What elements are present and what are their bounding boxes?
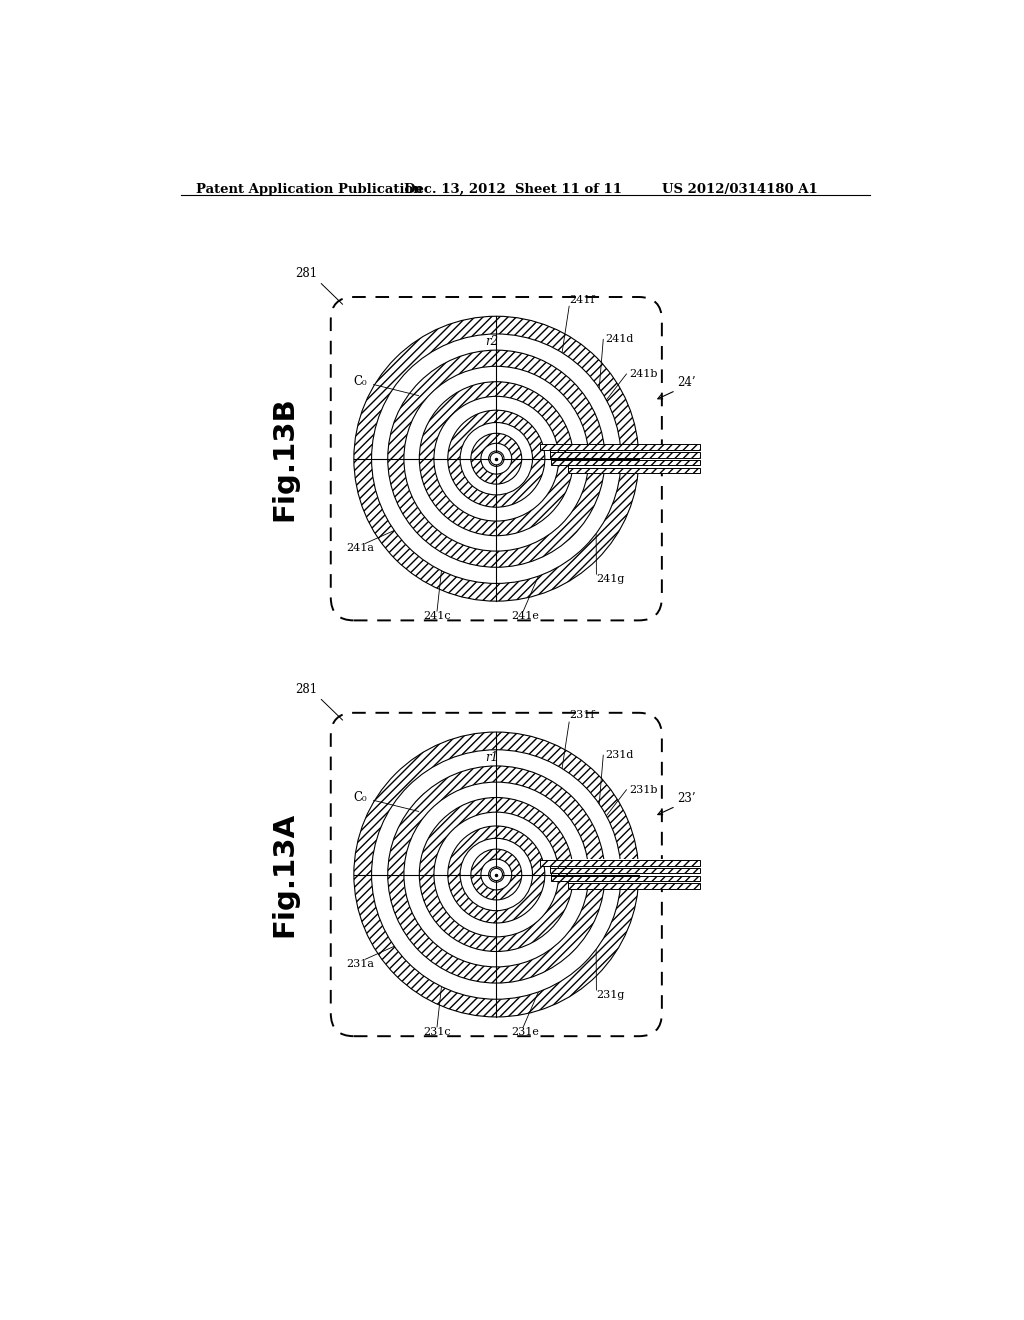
Text: Fig.13A: Fig.13A — [270, 812, 299, 937]
Text: 241b: 241b — [629, 370, 657, 379]
Text: 241c: 241c — [423, 611, 451, 622]
Ellipse shape — [460, 422, 532, 495]
Text: Dec. 13, 2012  Sheet 11 of 11: Dec. 13, 2012 Sheet 11 of 11 — [403, 183, 622, 197]
Text: C₀: C₀ — [354, 791, 368, 804]
Ellipse shape — [434, 396, 559, 521]
Ellipse shape — [403, 781, 589, 968]
Text: 231g: 231g — [596, 990, 625, 1001]
Ellipse shape — [354, 733, 639, 1016]
Text: 241e: 241e — [512, 611, 540, 622]
Bar — [567, 444, 700, 474]
Text: 231b: 231b — [629, 785, 657, 795]
Ellipse shape — [460, 838, 532, 911]
Ellipse shape — [481, 859, 512, 890]
Ellipse shape — [471, 849, 521, 900]
Ellipse shape — [447, 826, 545, 923]
Bar — [551, 459, 700, 465]
Ellipse shape — [471, 433, 521, 484]
Ellipse shape — [403, 367, 589, 552]
Circle shape — [490, 869, 503, 880]
Bar — [567, 883, 700, 888]
Text: 241a: 241a — [346, 544, 374, 553]
Bar — [551, 459, 700, 465]
Text: 231c: 231c — [423, 1027, 451, 1038]
Text: 24’: 24’ — [677, 376, 696, 389]
Ellipse shape — [481, 444, 512, 474]
Ellipse shape — [488, 451, 504, 466]
Ellipse shape — [419, 797, 573, 952]
Text: Patent Application Publication: Patent Application Publication — [196, 183, 423, 197]
Bar — [567, 467, 700, 473]
Text: 231f: 231f — [569, 710, 595, 721]
Ellipse shape — [488, 867, 504, 882]
Bar — [567, 883, 700, 888]
Bar — [540, 445, 700, 450]
Text: r2: r2 — [484, 335, 498, 348]
Text: 241g: 241g — [596, 574, 625, 585]
Bar — [550, 453, 700, 458]
Bar — [550, 453, 700, 458]
FancyBboxPatch shape — [331, 713, 662, 1036]
Ellipse shape — [354, 317, 639, 601]
Ellipse shape — [488, 451, 504, 466]
Bar — [567, 467, 700, 473]
Ellipse shape — [447, 411, 545, 507]
Ellipse shape — [372, 750, 621, 999]
Ellipse shape — [434, 812, 559, 937]
Text: 231e: 231e — [512, 1027, 540, 1038]
Ellipse shape — [419, 797, 573, 952]
Ellipse shape — [447, 411, 545, 507]
Text: 231d: 231d — [605, 750, 634, 760]
Text: 281: 281 — [295, 267, 316, 280]
Ellipse shape — [434, 812, 559, 937]
Text: C₀: C₀ — [354, 375, 368, 388]
Ellipse shape — [419, 381, 573, 536]
Ellipse shape — [481, 859, 512, 890]
Ellipse shape — [403, 367, 589, 552]
Bar — [550, 869, 700, 874]
Bar — [540, 445, 700, 450]
Ellipse shape — [372, 334, 621, 583]
Ellipse shape — [388, 766, 605, 983]
Text: r1: r1 — [484, 751, 498, 764]
Ellipse shape — [372, 334, 621, 583]
Text: 23’: 23’ — [677, 792, 696, 805]
Bar — [551, 875, 700, 880]
Ellipse shape — [460, 838, 532, 911]
Ellipse shape — [372, 750, 621, 999]
Ellipse shape — [388, 766, 605, 983]
Ellipse shape — [388, 350, 605, 568]
Text: 241d: 241d — [605, 334, 634, 345]
Ellipse shape — [434, 396, 559, 521]
Text: US 2012/0314180 A1: US 2012/0314180 A1 — [662, 183, 817, 197]
Circle shape — [490, 453, 503, 465]
Bar — [567, 859, 700, 890]
Bar — [540, 861, 700, 866]
Ellipse shape — [488, 867, 504, 882]
Ellipse shape — [481, 444, 512, 474]
Ellipse shape — [447, 826, 545, 923]
Ellipse shape — [471, 849, 521, 900]
Text: Fig.13B: Fig.13B — [270, 396, 299, 521]
Text: 281: 281 — [295, 682, 316, 696]
Text: 231a: 231a — [346, 960, 374, 969]
Bar — [551, 875, 700, 880]
Bar — [540, 861, 700, 866]
FancyBboxPatch shape — [331, 297, 662, 620]
Ellipse shape — [460, 422, 532, 495]
Text: 241f: 241f — [569, 294, 595, 305]
Ellipse shape — [471, 433, 521, 484]
Bar — [550, 869, 700, 874]
Ellipse shape — [388, 350, 605, 568]
Ellipse shape — [419, 381, 573, 536]
Ellipse shape — [403, 781, 589, 968]
